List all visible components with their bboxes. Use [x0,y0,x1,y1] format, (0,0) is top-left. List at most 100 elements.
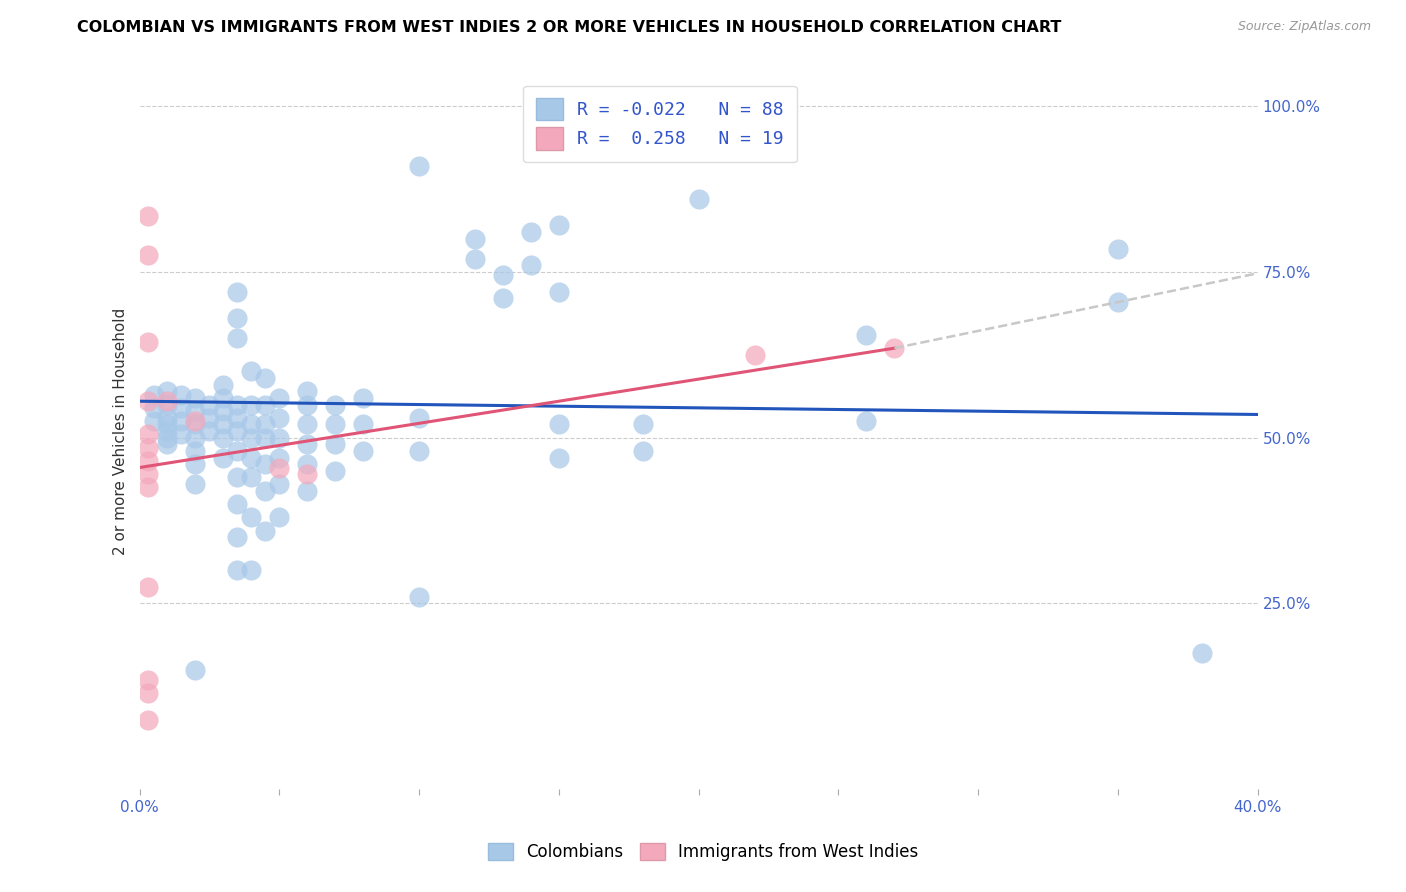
Point [855,414,877,428]
Point [548,417,571,432]
Point [136,580,159,594]
Point [269,391,291,405]
Point [226,470,249,484]
Point [492,268,515,283]
Point [156,384,179,399]
Point [226,563,249,577]
Point [883,341,905,355]
Point [156,398,179,412]
Point [408,590,430,604]
Y-axis label: 2 or more Vehicles in Household: 2 or more Vehicles in Household [114,308,128,555]
Point [198,398,221,412]
Point [323,437,346,451]
Point [352,417,374,432]
Point [855,327,877,342]
Point [156,410,179,425]
Point [269,477,291,491]
Point [297,483,319,498]
Point [240,563,263,577]
Point [226,331,249,345]
Point [136,713,159,727]
Point [269,410,291,425]
Point [352,391,374,405]
Point [184,457,207,471]
Point [184,431,207,445]
Point [297,437,319,451]
Point [548,450,571,465]
Text: COLOMBIAN VS IMMIGRANTS FROM WEST INDIES 2 OR MORE VEHICLES IN HOUSEHOLD CORRELA: COLOMBIAN VS IMMIGRANTS FROM WEST INDIES… [77,20,1062,35]
Point [464,252,486,266]
Legend: Colombians, Immigrants from West Indies: Colombians, Immigrants from West Indies [481,836,925,868]
Point [254,371,277,385]
Point [464,232,486,246]
Text: Source: ZipAtlas.com: Source: ZipAtlas.com [1237,20,1371,33]
Point [142,387,165,401]
Point [240,364,263,378]
Point [240,417,263,432]
Point [226,530,249,544]
Point [254,417,277,432]
Point [297,467,319,482]
Point [226,444,249,458]
Point [136,467,159,482]
Point [548,219,571,233]
Point [136,334,159,349]
Point [184,477,207,491]
Point [520,258,543,272]
Point [156,437,179,451]
Point [269,460,291,475]
Point [212,450,235,465]
Point [297,384,319,399]
Point [198,424,221,438]
Point [631,417,654,432]
Point [254,483,277,498]
Point [156,431,179,445]
Point [226,410,249,425]
Point [240,431,263,445]
Point [254,398,277,412]
Legend: R = -0.022   N = 88, R =  0.258   N = 19: R = -0.022 N = 88, R = 0.258 N = 19 [523,86,797,162]
Point [631,444,654,458]
Point [240,470,263,484]
Point [226,424,249,438]
Point [170,427,193,442]
Point [408,410,430,425]
Point [198,410,221,425]
Point [212,404,235,418]
Point [226,398,249,412]
Point [297,398,319,412]
Point [254,457,277,471]
Point [240,450,263,465]
Point [170,387,193,401]
Point [136,248,159,262]
Point [136,480,159,494]
Point [136,441,159,455]
Point [323,464,346,478]
Point [492,292,515,306]
Point [323,417,346,432]
Point [156,424,179,438]
Point [269,510,291,524]
Point [297,457,319,471]
Point [156,394,179,409]
Point [297,417,319,432]
Point [184,444,207,458]
Point [269,450,291,465]
Point [156,417,179,432]
Point [520,225,543,239]
Point [142,414,165,428]
Point [408,444,430,458]
Point [254,524,277,538]
Point [136,454,159,468]
Point [184,391,207,405]
Point [136,686,159,700]
Point [136,673,159,687]
Point [226,311,249,326]
Point [1107,242,1129,256]
Point [136,209,159,223]
Point [212,377,235,392]
Point [408,159,430,173]
Point [269,431,291,445]
Point [254,431,277,445]
Point [744,348,766,362]
